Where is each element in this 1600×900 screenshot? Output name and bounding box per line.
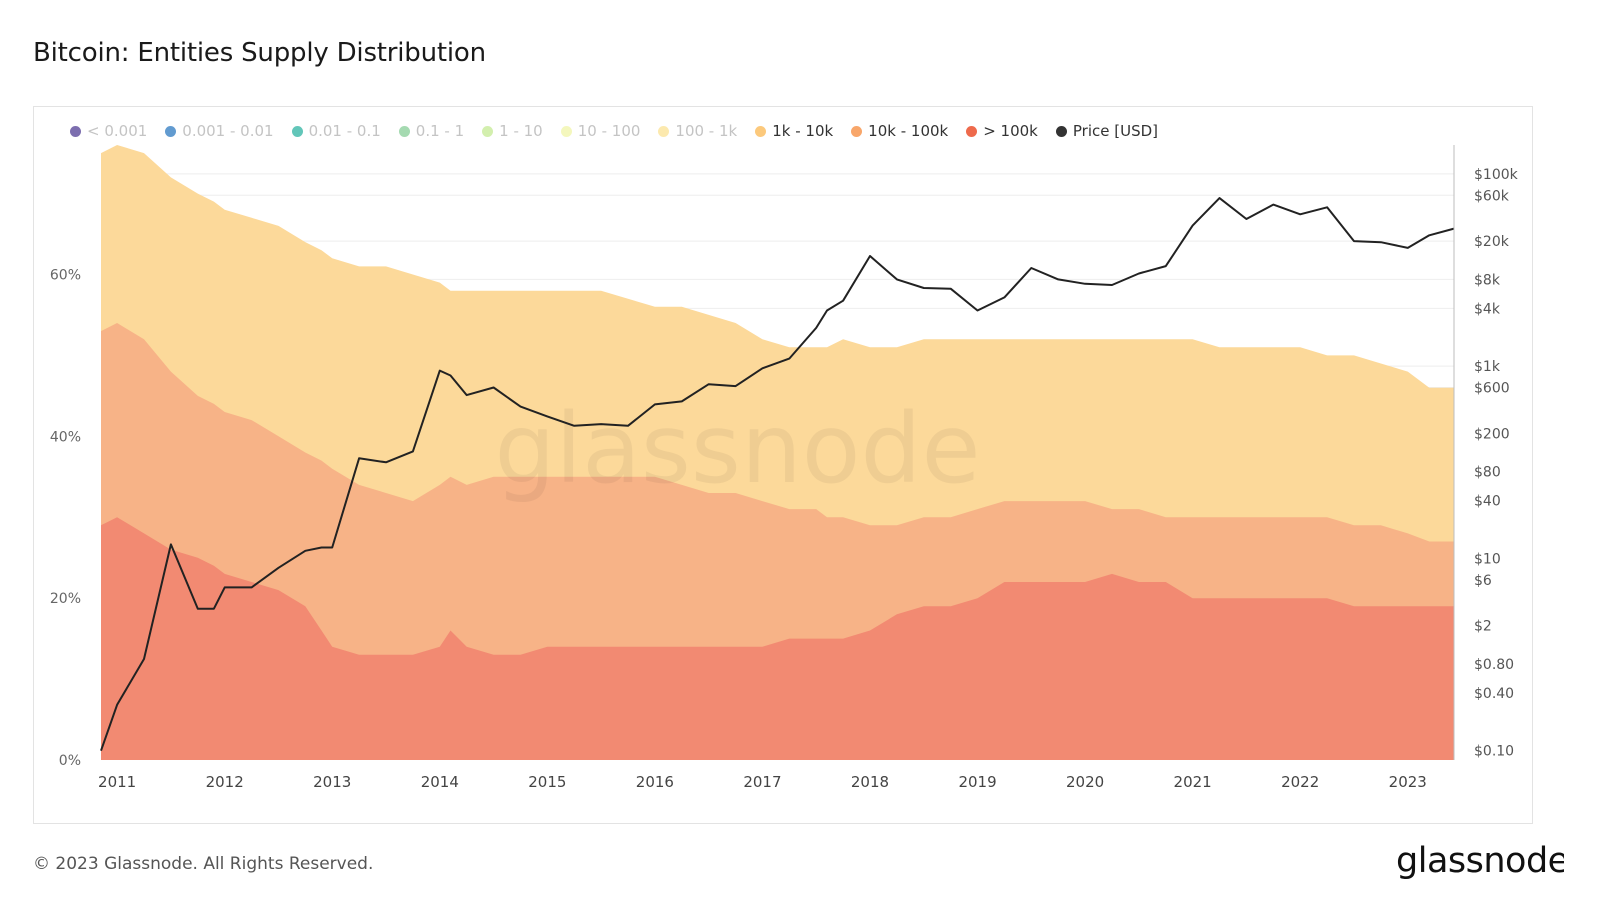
x-tick-label: 2019 (958, 773, 996, 791)
legend-item[interactable]: 100 - 1k (658, 122, 737, 140)
y-right-tick-label: $0.10 (1474, 744, 1514, 760)
y-right-tick-label: $40 (1474, 494, 1501, 510)
x-tick-label: 2016 (636, 773, 674, 791)
x-tick-label: 2011 (98, 773, 136, 791)
x-tick-label: 2014 (421, 773, 459, 791)
y-left-tick-label: 40% (50, 429, 81, 445)
legend-dot-icon (70, 125, 81, 137)
brand-logo-text: glassnode (1396, 841, 1564, 881)
legend-item[interactable]: 1k - 10k (755, 122, 833, 140)
copyright-text: © 2023 Glassnode. All Rights Reserved. (33, 854, 374, 874)
legend-label: 100 - 1k (675, 122, 738, 140)
legend-label: 0.001 - 0.01 (182, 122, 274, 140)
legend-item[interactable]: 0.1 - 1 (398, 122, 465, 140)
legend-label: 1k - 10k (772, 122, 834, 140)
x-tick-label: 2017 (743, 773, 781, 791)
y-left-tick-label: 60% (50, 267, 81, 283)
y-right-tick-label: $10 (1474, 551, 1501, 567)
x-tick-label: 2012 (206, 773, 244, 791)
legend-dot-icon (1055, 125, 1067, 137)
watermark-text: glassnode (494, 393, 980, 505)
area-series (101, 517, 1454, 760)
y-right-tick-label: $80 (1474, 465, 1501, 481)
legend-dot-icon (165, 125, 177, 137)
legend-dot-icon (482, 125, 494, 137)
y-right-tick-label: $20k (1474, 234, 1510, 250)
y-right-tick-label: $0.80 (1474, 657, 1514, 673)
legend-item[interactable]: 0.01 - 0.1 (291, 122, 381, 140)
x-tick-label: 2020 (1066, 773, 1104, 791)
legend-label: 0.1 - 1 (415, 122, 465, 140)
legend-label: 1 - 10 (499, 122, 543, 140)
legend-label: 0.01 - 0.1 (308, 122, 381, 140)
legend-item[interactable]: < 0.001 (70, 122, 147, 140)
legend-dot-icon (658, 125, 670, 137)
legend-item[interactable]: > 100k (966, 122, 1038, 140)
y-left-tick-label: 0% (59, 753, 81, 769)
y-right-tick-label: $1k (1474, 359, 1501, 375)
y-right-tick-label: $0.40 (1474, 686, 1514, 702)
y-left-tick-label: 20% (50, 591, 81, 607)
y-right-tick-label: $60k (1474, 188, 1510, 204)
x-tick-label: 2018 (851, 773, 889, 791)
chart-panel: < 0.001 0.001 - 0.01 0.01 - 0.1 0.1 - 1 1 - … (33, 106, 1533, 824)
chart-title: Bitcoin: Entities Supply Distribution (33, 38, 486, 68)
legend-dot-icon (755, 125, 767, 137)
legend-item[interactable]: Price [USD] (1055, 122, 1158, 140)
legend-dot-icon (560, 125, 572, 137)
legend-label: 10 - 100 (577, 122, 641, 140)
y-right-tick-label: $2 (1474, 619, 1492, 635)
legend-label: > 100k (983, 122, 1038, 140)
legend-dot-icon (291, 125, 303, 137)
legend-item[interactable]: 1 - 10 (482, 122, 543, 140)
x-tick-label: 2013 (313, 773, 351, 791)
legend-dot-icon (398, 125, 410, 137)
price-line (100, 197, 1455, 752)
legend-dot-icon (851, 125, 863, 137)
legend-item[interactable]: 0.001 - 0.01 (165, 122, 274, 140)
legend-label: 10k - 100k (868, 122, 949, 140)
y-right-tick-label: $200 (1474, 426, 1510, 442)
legend-label: Price [USD] (1072, 122, 1158, 140)
legend-dot-icon (966, 125, 978, 137)
x-tick-label: 2022 (1281, 773, 1319, 791)
chart-canvas: glassnode 0% 20% 40% 60% $100k $60k $20k $8k $4k $… (50, 145, 1519, 791)
legend-item[interactable]: 10k - 100k (851, 122, 948, 140)
y-right-tick-label: $4k (1474, 301, 1501, 317)
brand-logo[interactable]: glassnode (1396, 838, 1564, 884)
legend-label: < 0.001 (87, 122, 148, 140)
legend: < 0.001 0.001 - 0.01 0.01 - 0.1 0.1 - 1 1 - … (70, 121, 1176, 141)
x-tick-label: 2021 (1174, 773, 1212, 791)
y-right-tick-label: $100k (1474, 167, 1519, 183)
x-tick-label: 2015 (528, 773, 566, 791)
y-right-tick-label: $8k (1474, 272, 1501, 288)
y-right-tick-label: $6 (1474, 573, 1492, 589)
legend-item[interactable]: 10 - 100 (560, 122, 641, 140)
x-tick-label: 2023 (1389, 773, 1427, 791)
y-right-tick-label: $600 (1474, 381, 1510, 397)
